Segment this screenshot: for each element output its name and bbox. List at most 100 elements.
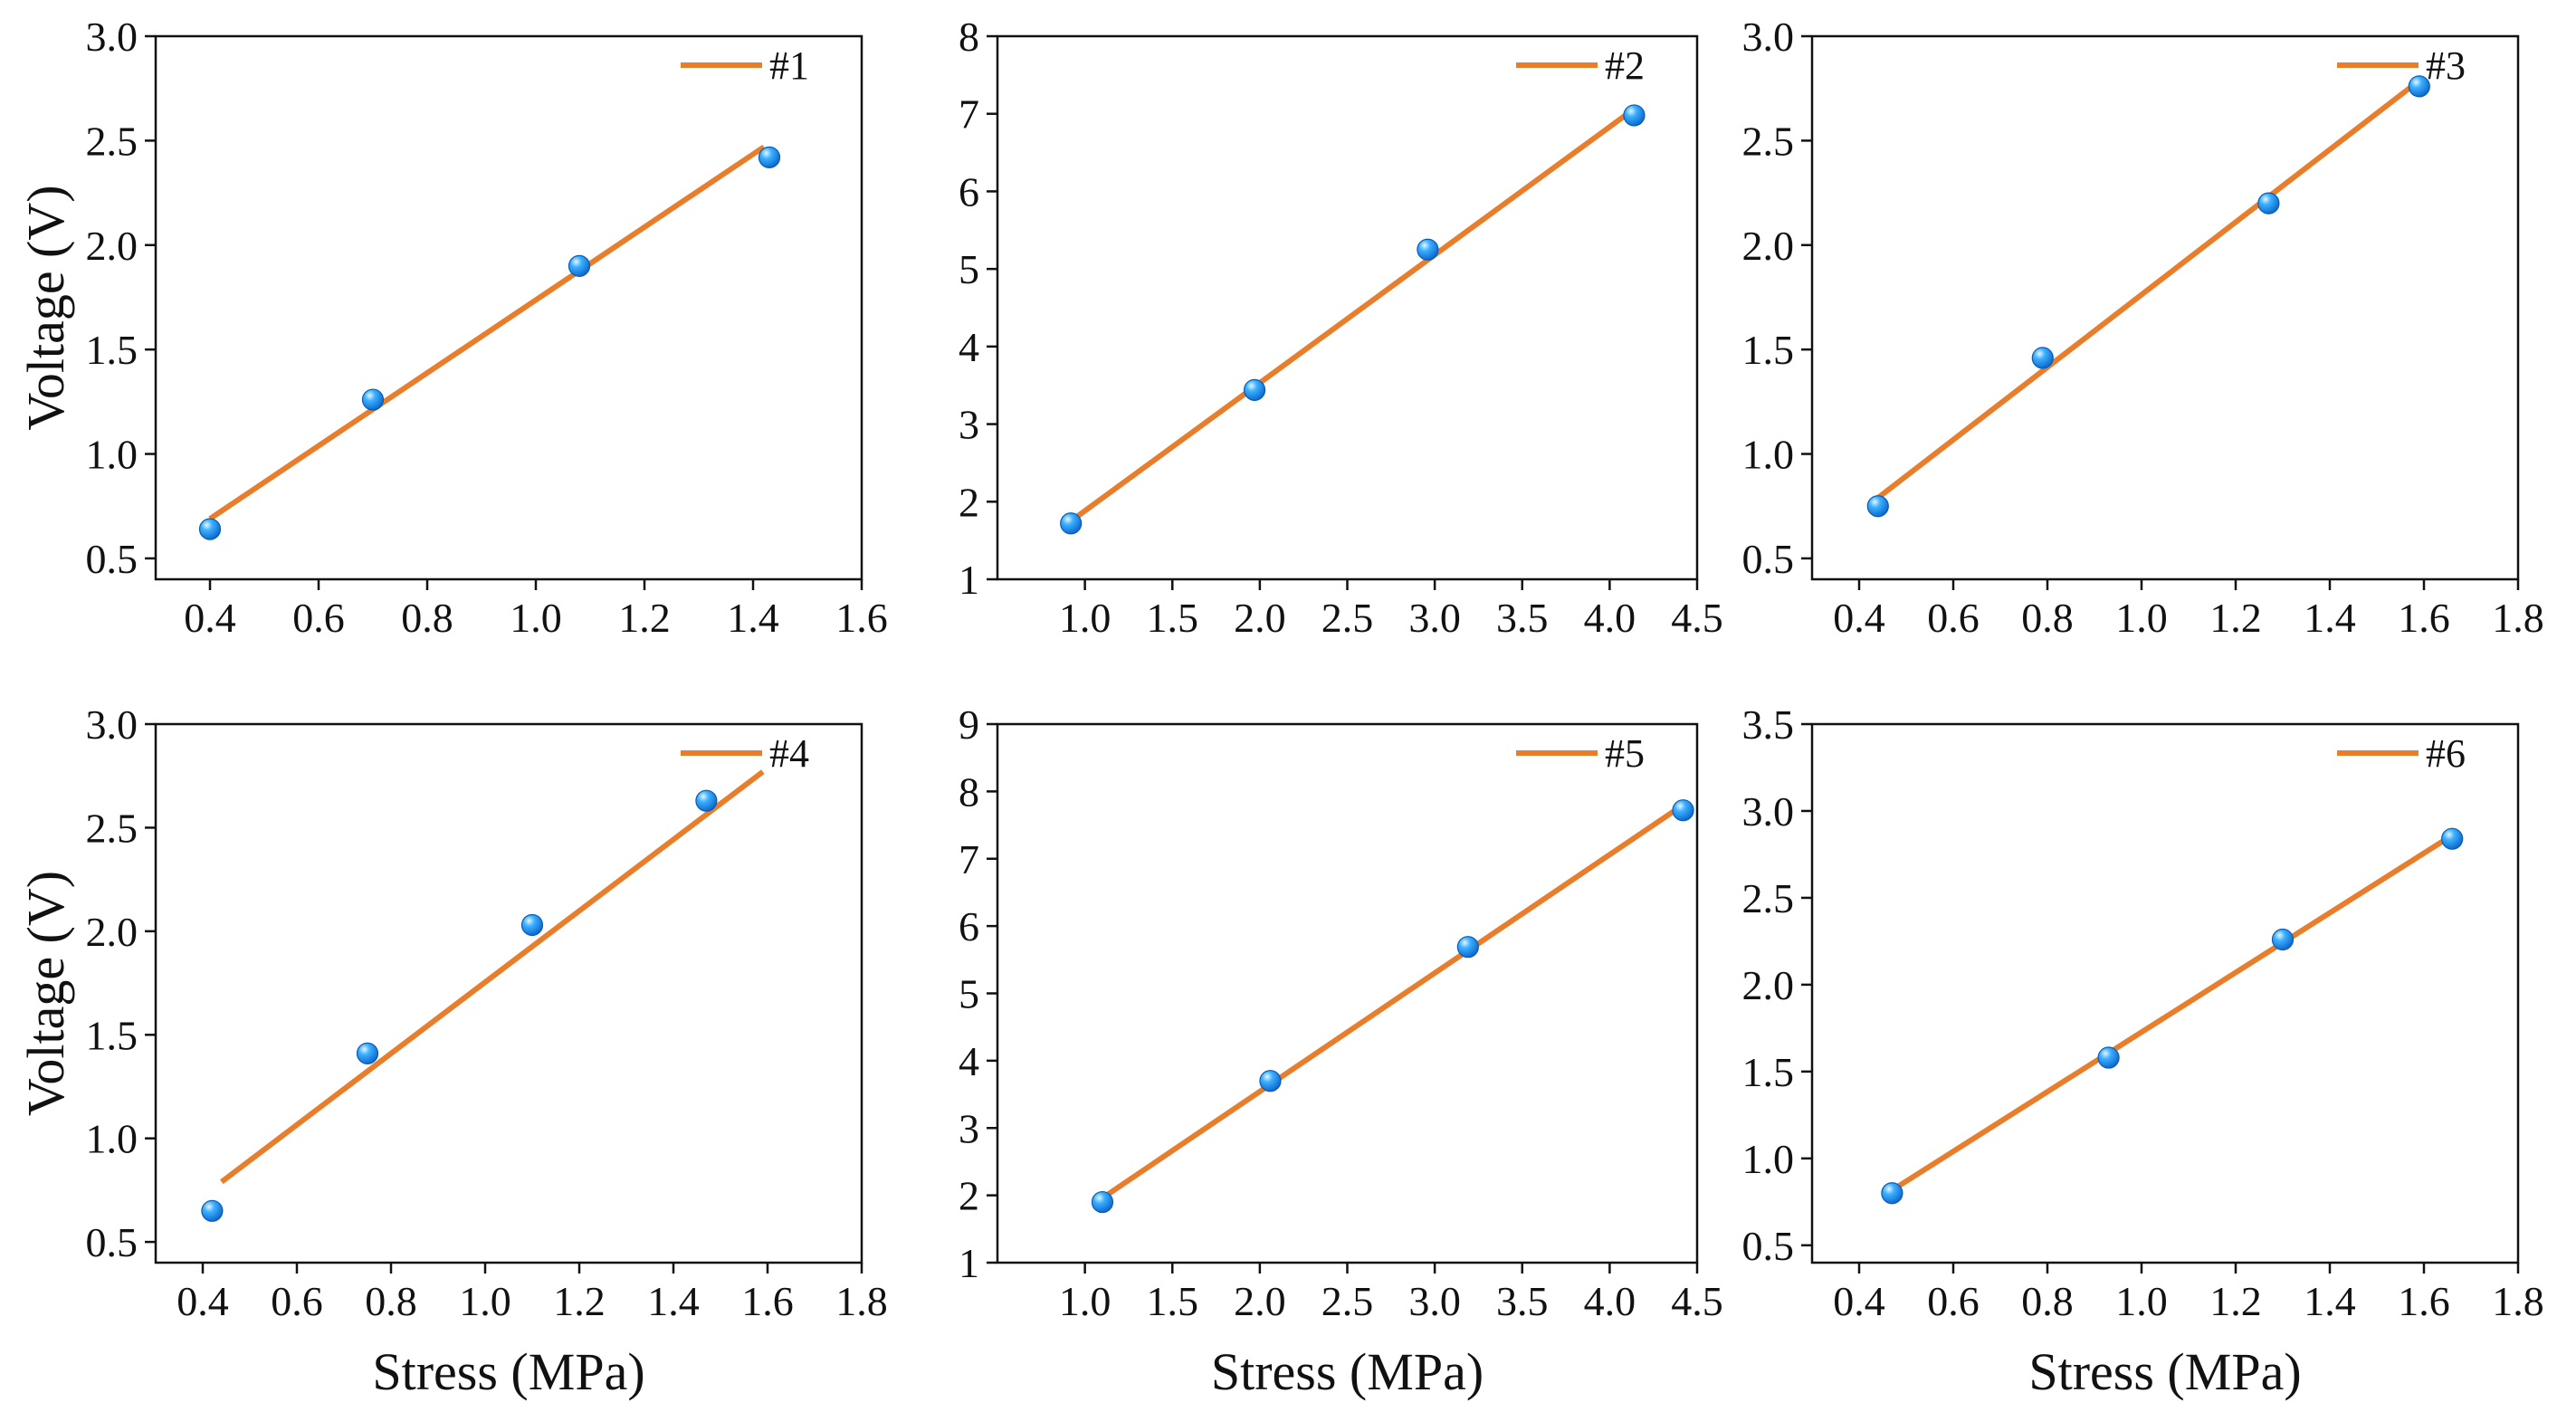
- y-tick-label: 6: [959, 903, 979, 949]
- x-tick-label: 3.5: [1496, 595, 1549, 641]
- x-axis-title: Stress (MPa): [2028, 1342, 2301, 1401]
- data-point: [2257, 192, 2280, 215]
- data-point: [2441, 827, 2464, 850]
- y-tick-label: 2: [959, 1173, 979, 1219]
- y-tick-label: 4: [959, 324, 979, 370]
- data-point: [198, 518, 222, 540]
- y-tick-label: 1.0: [86, 1116, 138, 1162]
- y-tick-label: 7: [959, 91, 979, 138]
- y-tick-label: 3: [959, 1105, 979, 1151]
- legend-label: #1: [769, 43, 809, 88]
- y-tick-label: 1.5: [1742, 327, 1795, 373]
- data-point: [361, 388, 385, 411]
- data-point: [758, 146, 781, 168]
- y-tick-label: 1: [959, 557, 979, 603]
- y-tick-label: 5: [959, 971, 979, 1017]
- x-tick-label: 0.6: [1927, 1278, 1980, 1324]
- chart-panel-3: 0.4 0.6 0.8 1.0 1.2 1.4 1.6 1.8 0.5 1.0 1.5 2.0 2.5 3…: [1742, 14, 2544, 641]
- y-tick-label: 2.0: [86, 223, 138, 269]
- y-tick-label: 2: [959, 479, 979, 525]
- x-tick-label: 1.6: [2398, 1278, 2450, 1324]
- legend-label: #4: [769, 731, 809, 776]
- x-tick-label: 1.0: [2115, 595, 2168, 641]
- y-tick-label: 2.0: [1742, 223, 1795, 269]
- data-point: [1417, 238, 1439, 261]
- y-tick-label: 2.5: [86, 805, 138, 851]
- x-tick-label: 1.2: [2209, 1278, 2262, 1324]
- x-tick-label: 0.4: [1833, 595, 1885, 641]
- fit-line: [1885, 833, 2454, 1196]
- legend-label: #6: [2426, 731, 2466, 776]
- y-tick-label: 2.0: [1742, 962, 1795, 1008]
- y-tick-label: 1.0: [1742, 1136, 1795, 1182]
- y-tick-label: 6: [959, 168, 979, 215]
- x-tick-label: 1.0: [510, 595, 562, 641]
- plot-frame: [1810, 722, 2520, 1264]
- x-tick-label: 0.6: [1927, 595, 1980, 641]
- y-axis-title: Voltage (V): [16, 185, 75, 430]
- data-point: [1623, 104, 1646, 127]
- x-axis-title: Stress (MPa): [1211, 1342, 1484, 1401]
- x-tick-label: 1.6: [2398, 595, 2450, 641]
- y-tick-label: 8: [959, 768, 979, 815]
- plot-frame: [154, 34, 863, 581]
- x-tick-label: 2.5: [1321, 595, 1374, 641]
- x-tick-label: 1.5: [1147, 1278, 1199, 1324]
- data-point: [1060, 512, 1083, 535]
- x-tick-label: 1.6: [741, 1278, 794, 1324]
- x-tick-label: 1.8: [2492, 1278, 2544, 1324]
- legend-label: #2: [1605, 43, 1645, 88]
- x-tick-label: 1.8: [2492, 595, 2544, 641]
- x-tick-label: 1.4: [647, 1278, 700, 1324]
- data-point: [2271, 928, 2295, 951]
- fit-line: [1069, 109, 1633, 524]
- y-tick-label: 7: [959, 836, 979, 882]
- x-tick-label: 1.0: [2115, 1278, 2168, 1324]
- data-point: [1881, 1182, 1903, 1205]
- y-tick-label: 2.5: [1742, 875, 1795, 921]
- data-point: [1866, 495, 1889, 518]
- y-axis-title: Voltage (V): [16, 871, 75, 1116]
- x-tick-label: 1.2: [618, 595, 671, 641]
- x-tick-label: 0.8: [401, 595, 453, 641]
- chart-panel-2: 1.0 1.5 2.0 2.5 3.0 3.5 4.0 4.5 1 2 3 4 5 6 7 8 #2: [959, 14, 1723, 641]
- data-point: [356, 1042, 379, 1064]
- y-tick-label: 1.0: [1742, 432, 1795, 478]
- y-tick-label: 3.0: [86, 14, 138, 60]
- x-tick-label: 0.8: [365, 1278, 417, 1324]
- fit-line: [208, 144, 766, 521]
- x-tick-label: 1.8: [835, 1278, 888, 1324]
- y-tick-label: 5: [959, 246, 979, 292]
- chart-panel-5: 1.0 1.5 2.0 2.5 3.0 3.5 4.0 4.5 1 2 3 4 5 6 7 8 9 #5 Stres…: [959, 701, 1723, 1401]
- x-tick-label: 4.0: [1584, 1278, 1636, 1324]
- x-tick-label: 1.4: [2304, 595, 2356, 641]
- y-tick-label: 2.0: [86, 909, 138, 955]
- y-tick-label: 9: [959, 701, 979, 748]
- plot-frame: [1810, 34, 2520, 581]
- y-tick-label: 1.5: [86, 1012, 138, 1058]
- x-tick-label: 0.8: [2021, 1278, 2074, 1324]
- x-tick-label: 1.2: [2209, 595, 2262, 641]
- x-tick-label: 0.4: [1833, 1278, 1885, 1324]
- data-point: [1091, 1190, 1114, 1214]
- x-tick-label: 0.4: [184, 595, 236, 641]
- y-tick-label: 1.0: [86, 432, 138, 478]
- y-tick-label: 2.5: [1742, 118, 1795, 164]
- fit-line: [219, 769, 765, 1185]
- y-tick-label: 8: [959, 14, 979, 60]
- x-tick-label: 1.0: [1059, 1278, 1111, 1324]
- x-tick-label: 1.6: [835, 595, 888, 641]
- y-tick-label: 3.0: [1742, 788, 1795, 835]
- data-point: [2097, 1046, 2120, 1069]
- x-tick-label: 3.0: [1408, 595, 1461, 641]
- data-point: [1672, 799, 1694, 822]
- y-tick-label: 4: [959, 1038, 979, 1084]
- data-point: [1456, 936, 1479, 959]
- y-tick-label: 0.5: [86, 536, 138, 582]
- data-point: [2031, 347, 2054, 369]
- y-tick-label: 2.5: [86, 118, 138, 164]
- fit-line: [1875, 81, 2417, 501]
- x-tick-label: 4.5: [1671, 595, 1723, 641]
- x-tick-label: 1.0: [459, 1278, 511, 1324]
